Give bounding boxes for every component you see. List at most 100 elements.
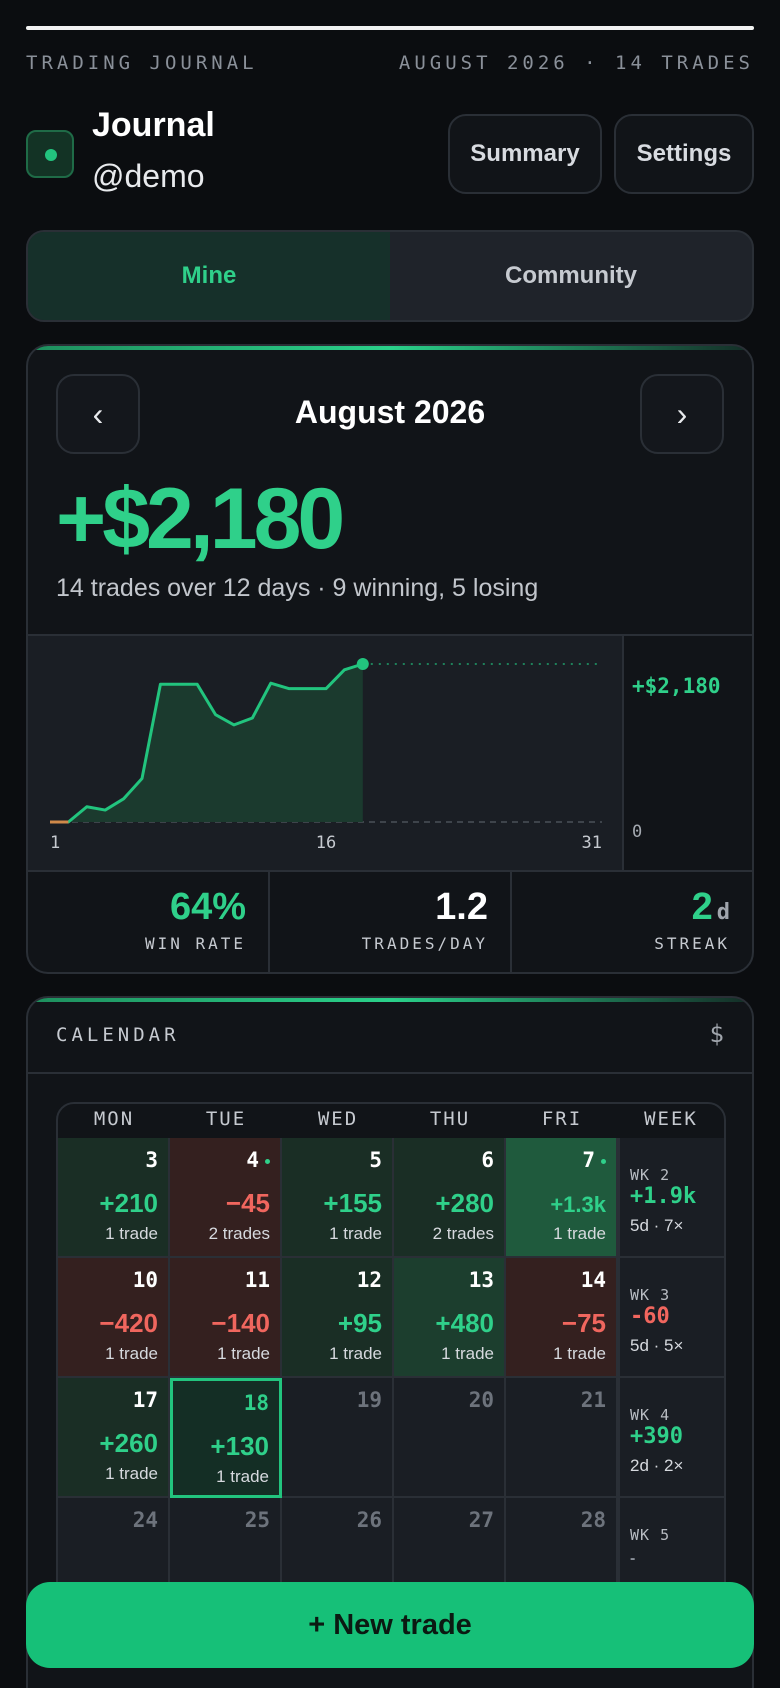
next-month-button[interactable]: › — [640, 374, 724, 454]
day-pnl: −420 — [99, 1308, 158, 1338]
currency-toggle[interactable]: $ — [709, 1020, 724, 1048]
weekday-label: FRI — [541, 1108, 583, 1130]
new-trade-button[interactable]: + New trade — [26, 1582, 754, 1668]
tab-community[interactable]: Community — [505, 262, 637, 289]
card-accent — [28, 346, 752, 350]
equity-chart-svg: 1 16 31 — [50, 658, 602, 853]
stat-label: WIN RATE — [144, 934, 246, 953]
summary-button[interactable]: Summary — [448, 114, 602, 194]
calendar-day-cell[interactable]: 3 +210 1 trade — [58, 1138, 170, 1258]
day-number: 3 — [145, 1148, 158, 1172]
stat-label: STREAK — [654, 934, 730, 953]
day-trade-count: 1 trade — [217, 1344, 270, 1363]
streak-value: 2 — [691, 886, 713, 928]
day-number: 11 — [244, 1268, 270, 1292]
status-dot-icon — [26, 130, 74, 178]
chart-zero-label: 0 — [632, 822, 643, 842]
chart-max-label: +$2,180 — [632, 674, 721, 698]
weekday-label: THU — [429, 1108, 471, 1130]
week-summary-cell: WK 2 +1.9k 5d · 7× — [618, 1138, 724, 1258]
x-tick-label: 16 — [316, 833, 336, 853]
day-number: 26 — [356, 1508, 382, 1532]
calendar-day-cell[interactable]: 4 −45 2 trades — [170, 1138, 282, 1258]
equity-chart: 1 16 31 +$2,180 0 — [28, 634, 752, 872]
note-dot-icon — [601, 1158, 606, 1164]
day-pnl: −75 — [561, 1308, 606, 1338]
calendar-day-cell[interactable]: 13 +480 1 trade — [394, 1258, 506, 1378]
calendar-day-cell[interactable]: 18 +130 1 trade — [170, 1378, 282, 1498]
page-title: Journal — [92, 106, 215, 144]
calendar-header: CALENDAR $ — [28, 998, 752, 1074]
week-summary-cell: WK 3 -60 5d · 5× — [618, 1258, 724, 1378]
day-number: 24 — [132, 1508, 158, 1532]
day-pnl: +1.3k — [550, 1192, 606, 1217]
calendar-day-cell[interactable]: 5 +155 1 trade — [282, 1138, 394, 1258]
week-label: WK 3 — [630, 1286, 671, 1304]
week-stats: 5d · 7× — [630, 1216, 684, 1235]
week-pnl: -60 — [630, 1304, 670, 1329]
weekday-header: MON TUE WED THU FRI WEEK — [58, 1104, 724, 1138]
day-trade-count: 1 trade — [105, 1224, 158, 1243]
chart-axis-panel: +$2,180 0 — [622, 636, 752, 870]
calendar-day-cell[interactable]: 6 +280 2 trades — [394, 1138, 506, 1258]
current-point-marker — [356, 658, 369, 670]
calendar-day-cell[interactable]: 10 −420 1 trade — [58, 1258, 170, 1378]
calendar-day-cell[interactable]: 12 +95 1 trade — [282, 1258, 394, 1378]
day-number: 20 — [468, 1388, 494, 1412]
day-trade-count: 2 trades — [432, 1224, 494, 1243]
day-number: 27 — [468, 1508, 494, 1532]
calendar-week-row: 10 −420 1 trade 11 −140 1 trade 12 +95 1 trade 13… — [58, 1258, 724, 1378]
day-number: 18 — [243, 1391, 269, 1415]
calendar-day-cell[interactable]: 19 — [282, 1378, 394, 1498]
day-number: 13 — [468, 1268, 494, 1292]
calendar-day-cell[interactable]: 7 +1.3k 1 trade — [506, 1138, 618, 1258]
equity-line — [50, 662, 364, 824]
day-number: 12 — [356, 1268, 382, 1292]
day-number: 6 — [481, 1148, 494, 1172]
day-number: 17 — [132, 1388, 158, 1412]
stat-trades-per-day: 1.2 TRADES/DAY — [270, 872, 512, 972]
day-pnl: +480 — [435, 1308, 494, 1338]
calendar-day-cell[interactable]: 21 — [506, 1378, 618, 1498]
calendar-card: CALENDAR $ MON TUE WED THU FRI WEEK 3 +21… — [26, 996, 754, 1688]
day-number: 14 — [580, 1268, 606, 1292]
week-label: WK 5 — [630, 1526, 671, 1544]
week-stats: 2d · 2× — [630, 1456, 684, 1475]
week-stats: 5d · 5× — [630, 1336, 684, 1355]
app-label: TRADING JOURNAL — [26, 52, 258, 74]
week-pnl: - — [630, 1550, 636, 1567]
week-pnl: +1.9k — [630, 1184, 697, 1209]
prev-month-button[interactable]: ‹ — [56, 374, 140, 454]
weekday-label: TUE — [205, 1108, 247, 1130]
week-label: WK 4 — [630, 1406, 671, 1424]
calendar-day-cell[interactable]: 14 −75 1 trade — [506, 1258, 618, 1378]
calendar-day-cell[interactable]: 20 — [394, 1378, 506, 1498]
day-number: 19 — [356, 1388, 382, 1412]
day-number: 28 — [580, 1508, 606, 1532]
day-number: 5 — [369, 1148, 382, 1172]
day-trade-count: 1 trade — [105, 1464, 158, 1483]
day-number: 25 — [244, 1508, 270, 1532]
day-pnl: −140 — [211, 1308, 270, 1338]
settings-button[interactable]: Settings — [614, 114, 754, 194]
stat-value: 1.2 — [435, 886, 488, 928]
day-trade-count: 1 trade — [553, 1224, 606, 1243]
stat-win-rate: 64% WIN RATE — [28, 872, 270, 972]
weekday-label: WED — [317, 1108, 359, 1130]
tab-mine[interactable]: Mine — [28, 232, 390, 320]
day-trade-count: 1 trade — [329, 1224, 382, 1243]
day-pnl: +130 — [210, 1431, 269, 1461]
equity-area — [50, 664, 363, 822]
calendar-day-cell[interactable]: 17 +260 1 trade — [58, 1378, 170, 1498]
calendar-week-row: 3 +210 1 trade 4 −45 2 trades 5 +155 1 trade 6 +28… — [58, 1138, 724, 1258]
calendar-day-cell[interactable]: 11 −140 1 trade — [170, 1258, 282, 1378]
month-pnl-subtitle: 14 trades over 12 days · 9 winning, 5 lo… — [56, 574, 539, 602]
period-summary: AUGUST 2026 · 14 TRADES — [398, 52, 754, 74]
week-summary-cell: WK 4 +390 2d · 2× — [618, 1378, 724, 1498]
stat-value: 64% — [169, 886, 246, 928]
week-label: WK 2 — [630, 1166, 671, 1184]
day-trade-count: 1 trade — [105, 1344, 158, 1363]
day-trade-count: 1 trade — [329, 1344, 382, 1363]
